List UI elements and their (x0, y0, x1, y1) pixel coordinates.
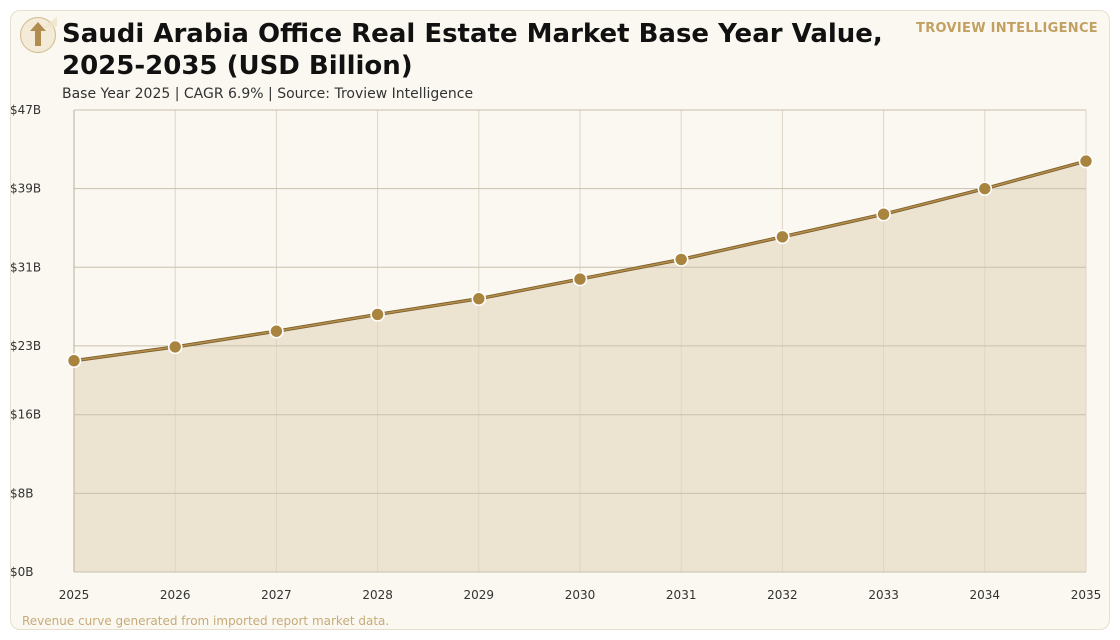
data-point (370, 307, 385, 322)
y-tick-label: $16B (10, 408, 41, 422)
data-point (673, 252, 689, 267)
y-tick-label: $0B (10, 565, 34, 579)
chart-subtitle: Base Year 2025 | CAGR 6.9% | Source: Tro… (62, 86, 474, 102)
data-point (775, 229, 790, 245)
data-point (977, 181, 993, 196)
data-point (269, 323, 284, 339)
x-tick-label: 2032 (767, 588, 798, 602)
data-point (876, 206, 891, 222)
x-tick-label: 2026 (160, 588, 191, 602)
footnote: Revenue curve generated from imported re… (22, 614, 390, 628)
data-point (66, 353, 82, 368)
data-point (471, 291, 487, 307)
y-tick-label: $47B (10, 103, 41, 117)
x-tick-label: 2028 (362, 588, 393, 602)
data-point (572, 271, 588, 287)
y-tick-label: $31B (10, 260, 41, 274)
y-tick-label: $23B (10, 339, 41, 353)
logo-swoosh (43, 16, 57, 28)
x-tick-label: 2027 (261, 588, 292, 602)
brand-label: TROVIEW INTELLIGENCE (916, 21, 1098, 36)
up-arrow-icon (30, 22, 46, 46)
data-point (167, 339, 183, 355)
y-tick-label: $39B (10, 182, 41, 196)
x-tick-label: 2025 (59, 588, 90, 602)
x-tick-label: 2035 (1071, 588, 1102, 602)
logo (19, 16, 57, 54)
x-tick-label: 2030 (565, 588, 596, 602)
chart-title: Saudi Arabia Office Real Estate Market B… (62, 19, 883, 81)
x-tick-label: 2031 (666, 588, 697, 602)
x-tick-label: 2034 (970, 588, 1001, 602)
x-tick-label: 2029 (464, 588, 495, 602)
y-tick-label: $8B (10, 486, 34, 500)
data-point (1078, 153, 1094, 169)
x-tick-label: 2033 (868, 588, 899, 602)
